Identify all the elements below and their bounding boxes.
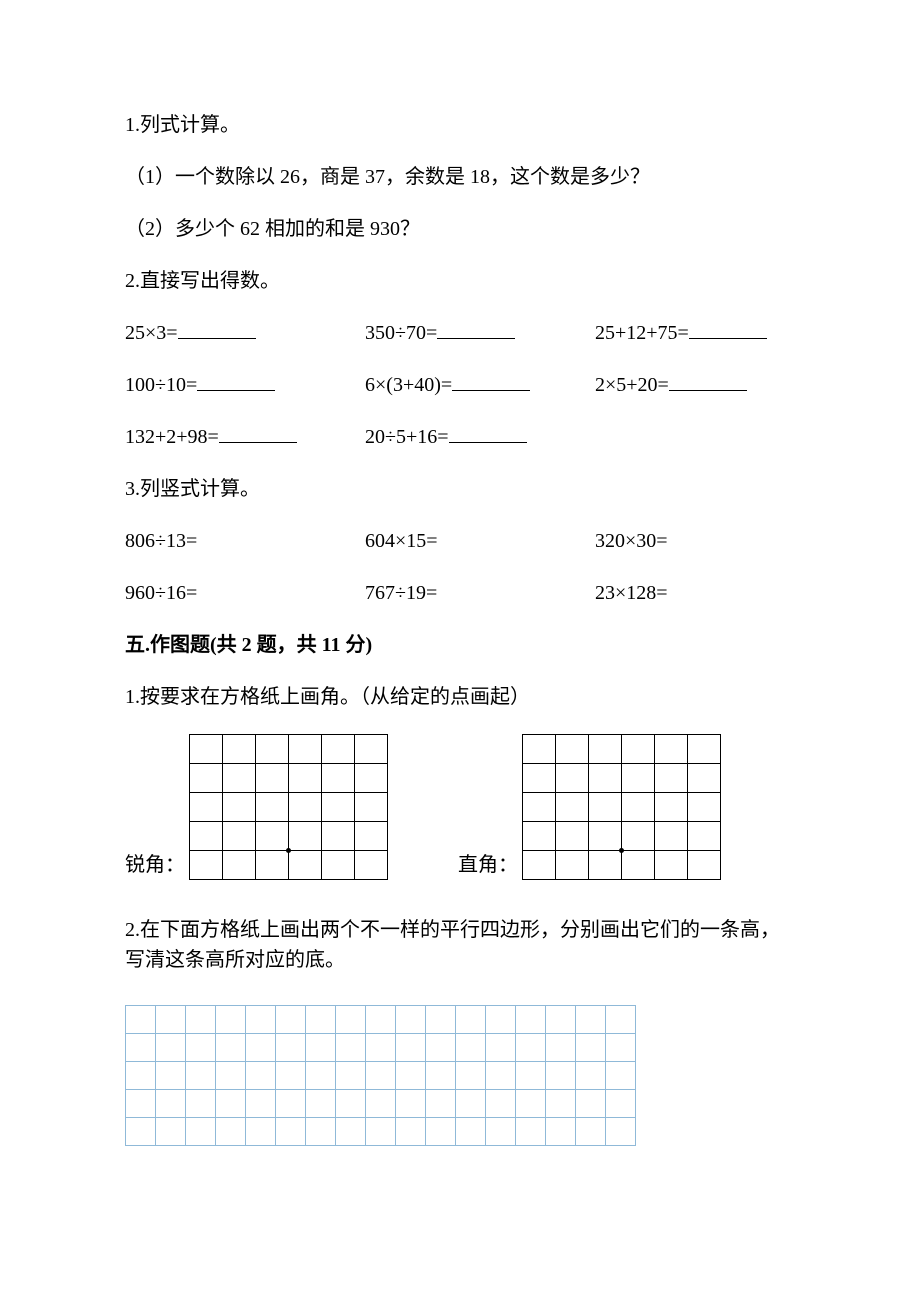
blank [452, 370, 530, 391]
blank [219, 422, 297, 443]
blank [669, 370, 747, 391]
q3-r2a: 960÷16= [125, 582, 197, 604]
q2-r2c: 2×5+20= [595, 374, 669, 396]
q2-title: 2.直接写出得数。 [125, 266, 795, 296]
q2-r1c: 25+12+75= [595, 322, 689, 344]
q1-sub1: （1）一个数除以 26，商是 37，余数是 18，这个数是多少？ [125, 162, 795, 192]
q3-row1: 806÷13= 604×15= 320×30= [125, 526, 795, 556]
q2-row2: 100÷10= 6×(3+40)= 2×5+20= [125, 370, 795, 400]
q3-row2: 960÷16= 767÷19= 23×128= [125, 578, 795, 608]
blank [197, 370, 275, 391]
section5-heading: 五.作图题(共 2 题，共 11 分) [125, 630, 795, 660]
q3-r2c: 23×128= [595, 582, 668, 604]
q2-row1: 25×3= 350÷70= 25+12+75= [125, 318, 795, 348]
q3-r1b: 604×15= [365, 530, 438, 552]
grid-acute [189, 734, 388, 880]
q2-r1a: 25×3= [125, 322, 178, 344]
q3-r1a: 806÷13= [125, 530, 197, 552]
q3-title: 3.列竖式计算。 [125, 474, 795, 504]
grid-wide [125, 1005, 636, 1146]
q3-r1c: 320×30= [595, 530, 668, 552]
blank [449, 422, 527, 443]
q1-sub2: （2）多少个 62 相加的和是 930？ [125, 214, 795, 244]
q2-r2a: 100÷10= [125, 374, 197, 396]
q2-row3: 132+2+98= 20÷5+16= [125, 422, 795, 452]
draw1-title: 1.按要求在方格纸上画角。（从给定的点画起） [125, 682, 795, 712]
q2-r3a: 132+2+98= [125, 426, 219, 448]
blank [178, 318, 256, 339]
q1-title: 1.列式计算。 [125, 110, 795, 140]
blank [689, 318, 767, 339]
blank [437, 318, 515, 339]
label-acute: 锐角： [125, 850, 185, 880]
grid-right [522, 734, 721, 880]
q2-r1b: 350÷70= [365, 322, 437, 344]
q2-r3b: 20÷5+16= [365, 426, 449, 448]
draw1-grids: 锐角： 直角： [125, 734, 795, 880]
q2-r2b: 6×(3+40)= [365, 374, 452, 396]
q3-r2b: 767÷19= [365, 582, 437, 604]
draw2-grid-wrap [125, 1005, 795, 1146]
label-right: 直角： [458, 850, 518, 880]
draw2-title: 2.在下面方格纸上画出两个不一样的平行四边形，分别画出它们的一条高，写清这条高所… [125, 915, 795, 975]
